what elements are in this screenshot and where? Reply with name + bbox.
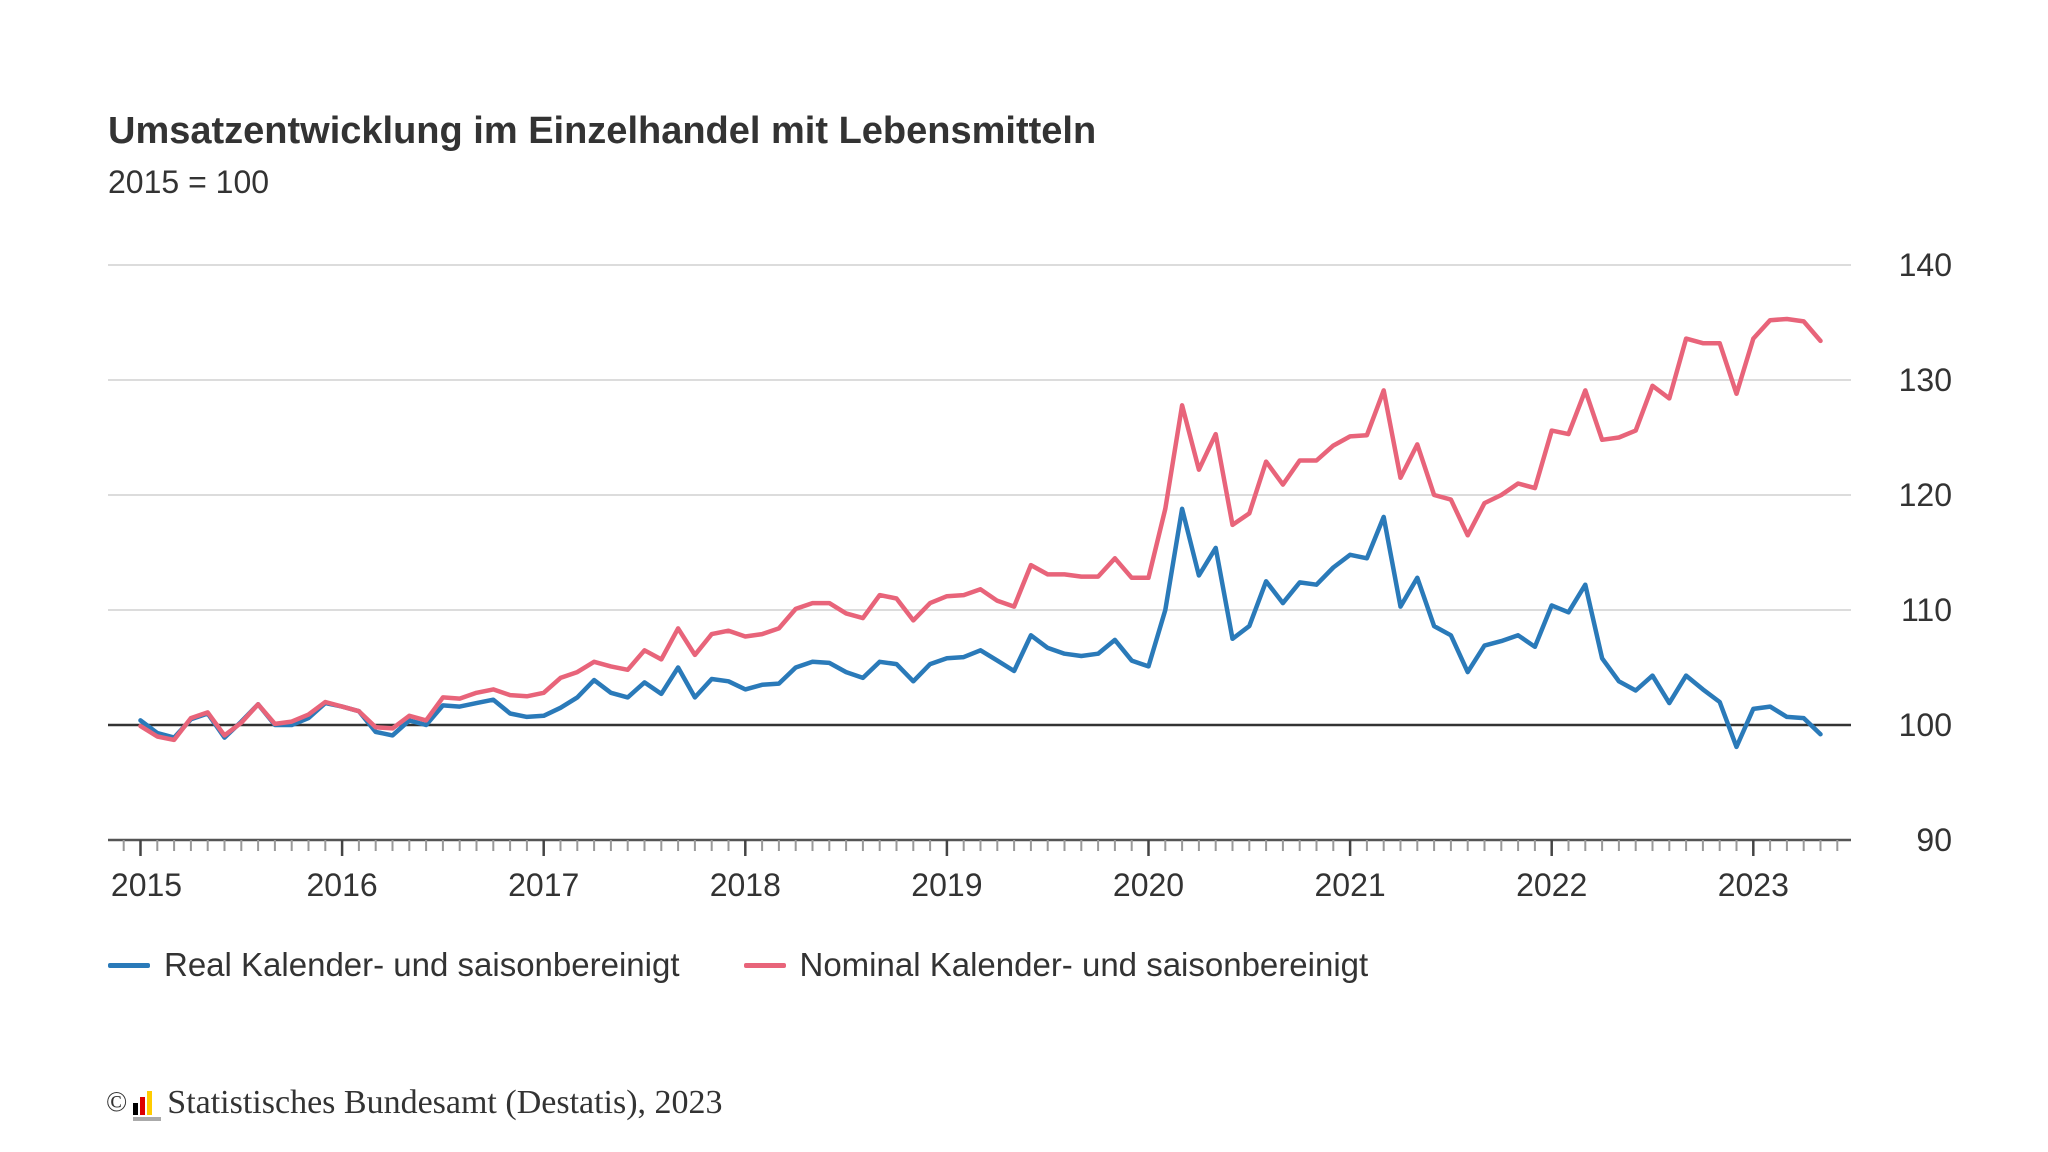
x-tick-label: 2018 [710,867,781,903]
series-lines [138,316,1823,750]
y-tick-label: 120 [1899,477,1952,513]
y-tick-label: 110 [1901,592,1952,628]
destatis-logo-icon [133,1091,162,1121]
x-tick-label: 2020 [1113,867,1184,903]
legend-swatch-nominal [743,962,786,968]
legend: Real Kalender- und saisonbereinigt Nomin… [108,946,1368,984]
x-tick-label: 2017 [508,867,579,903]
legend-label-real: Real Kalender- und saisonbereinigt [164,946,680,983]
x-tick-label: 2021 [1315,867,1386,903]
chart-title: Umsatzentwicklung im Einzelhandel mit Le… [108,110,1097,152]
y-tick-label: 90 [1916,822,1952,858]
gridlines [108,264,1851,727]
y-tick-label: 100 [1899,707,1952,743]
x-tick-label: 2016 [307,867,378,903]
series-line-real [138,506,1823,750]
y-tick-label: 140 [1899,247,1952,283]
x-tick-label: 2022 [1516,867,1587,903]
source-footer: © Statistisches Bundesamt (Destatis), 20… [106,1084,723,1122]
x-axis: 2015 2016 2017 2018 2019 2020 2021 2022 2023 [108,838,1851,903]
legend-label-nominal: Nominal Kalender- und saisonbereinigt [799,946,1369,983]
x-tick-label: 2023 [1718,867,1789,903]
y-tick-label: 130 [1899,362,1952,398]
legend-swatch-real [108,962,150,968]
y-axis-labels: 90 100 110 120 130 140 [1899,247,1952,858]
x-tick-label: 2019 [911,867,982,903]
legend-item-nominal: Nominal Kalender- und saisonbereinigt [743,946,1369,984]
legend-item-real: Real Kalender- und saisonbereinigt [108,946,680,984]
x-tick-label: 2015 [111,867,182,903]
series-line-nominal [138,316,1823,743]
chart-subtitle: 2015 = 100 [108,164,270,200]
source-text: Statistisches Bundesamt (Destatis), 2023 [167,1084,723,1121]
copyright-symbol: © [106,1087,128,1118]
